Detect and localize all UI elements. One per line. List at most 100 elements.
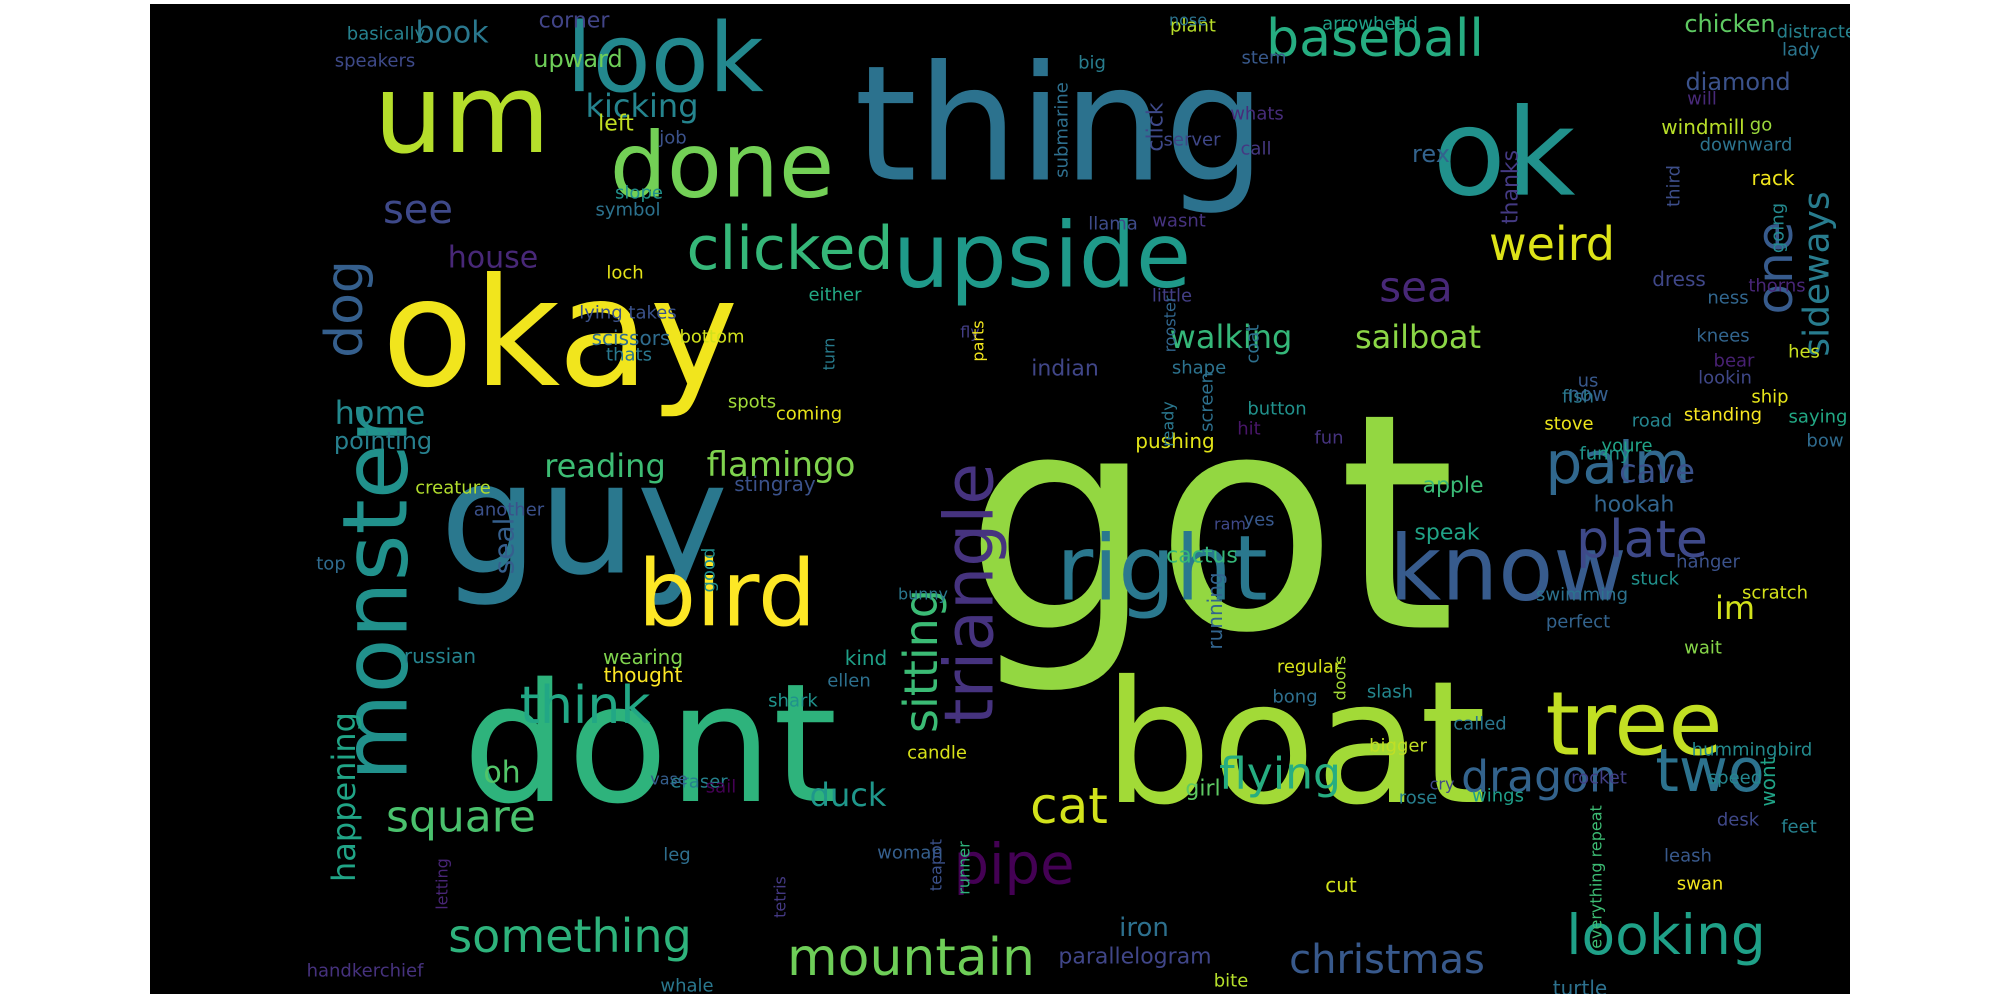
word-pushing: pushing (1135, 429, 1214, 453)
word-upward: upward (533, 45, 622, 73)
word-fly: fly (960, 323, 980, 342)
word-clicked: clicked (687, 214, 894, 284)
word-wearing: wearing (603, 645, 683, 669)
word-dog: dog (315, 260, 375, 358)
word-bear: bear (1714, 351, 1756, 372)
word-kind: kind (845, 646, 888, 670)
word-walking: walking (1170, 318, 1293, 356)
word-ellen: ellen (827, 671, 871, 692)
word-home: home (335, 394, 426, 432)
word-woman: woman (877, 843, 943, 864)
word-bottom: bottom (679, 327, 744, 348)
word-weird: weird (1489, 217, 1615, 271)
word-doors: doors (1331, 656, 1350, 701)
word-cave: cave (1619, 452, 1695, 490)
word-ok: ok (1433, 85, 1576, 224)
word-oh: oh (483, 756, 520, 791)
word-okay: okay (382, 247, 739, 421)
word-handkerchief: handkerchief (307, 961, 425, 982)
word-another: another (474, 500, 545, 521)
word-one: one (1746, 221, 1804, 314)
word-think: think (520, 676, 651, 736)
word-funny: funny (1579, 444, 1631, 465)
word-iron: iron (1119, 913, 1169, 943)
word-shape: shape (1172, 358, 1226, 379)
word-two: two (1655, 736, 1764, 806)
word-apple: apple (1422, 474, 1483, 499)
word-scissors: scissors (592, 326, 671, 350)
word-christmas: christmas (1289, 937, 1485, 983)
word-thought: thought (604, 663, 683, 687)
word-regular: regular (1277, 657, 1342, 678)
word-girl: girl (1185, 777, 1220, 802)
word-hummingbird: hummingbird (1692, 740, 1813, 761)
word-turtle: turtle (1553, 976, 1607, 994)
word-go: go (1750, 115, 1772, 136)
word-standing: standing (1684, 405, 1762, 426)
word-know: know (1389, 517, 1627, 622)
word-tree: tree (1545, 673, 1722, 776)
word-candle: candle (907, 743, 967, 764)
word-happening: happening (325, 712, 363, 882)
word-sitting: sitting (894, 589, 948, 733)
word-seal: seal (488, 518, 521, 575)
word-pointing: pointing (334, 427, 432, 455)
word-coat: coat (1243, 325, 1264, 364)
word-llama: llama (1088, 214, 1138, 235)
word-plate: plate (1576, 510, 1708, 570)
word-plant: plant (1170, 16, 1216, 37)
word-parts: parts (969, 320, 988, 361)
word-distracted: distracted (1777, 22, 1850, 43)
word-hes: hes (1788, 342, 1820, 363)
word-sailboat: sailboat (1355, 318, 1481, 356)
word-button: button (1247, 399, 1306, 420)
word-cry: cry (1430, 775, 1455, 794)
word-perfect: perfect (1546, 612, 1610, 633)
word-tetris: tetris (771, 876, 790, 918)
word-im: im (1715, 589, 1755, 627)
word-upside: upside (893, 204, 1192, 309)
word-um: um (374, 50, 551, 178)
word-whats: whats (1230, 104, 1284, 125)
word-teapot: teapot (927, 839, 946, 891)
word-leg: leg (663, 845, 691, 866)
word-stuck: stuck (1631, 569, 1680, 590)
word-sail: sail (706, 777, 736, 798)
word-bow: bow (1806, 431, 1843, 452)
word-done: done (610, 114, 835, 219)
word-thing: thing (854, 31, 1266, 218)
word-looking: looking (1566, 903, 1765, 967)
word-now: now (1567, 382, 1608, 406)
word-scratch: scratch (1742, 583, 1808, 604)
word-knees: knees (1696, 326, 1749, 347)
word-speakers: speakers (335, 51, 416, 72)
word-nose: nose (1169, 11, 1207, 30)
word-sea: sea (1379, 263, 1452, 312)
word-little: little (1152, 286, 1192, 307)
word-rose: rose (1399, 788, 1437, 809)
word-flamingo: flamingo (707, 445, 856, 485)
word-russian: russian (404, 644, 476, 668)
word-left: left (598, 112, 634, 137)
word-click: click (1144, 102, 1169, 151)
word-shark: shark (768, 691, 818, 712)
word-palm: palm (1546, 429, 1691, 497)
word-lying-takes: lying takes (579, 303, 677, 324)
word-ready: ready (1159, 401, 1178, 447)
word-chicken: chicken (1684, 10, 1775, 38)
word-bigger: bigger (1369, 736, 1427, 757)
word-fun: fun (1314, 428, 1343, 449)
word-job: job (658, 128, 686, 149)
word-cloud-background (150, 4, 1850, 994)
word-submarine: submarine (1052, 82, 1073, 178)
word-wont: wont (1756, 757, 1780, 806)
word-basically: basically (347, 24, 426, 45)
word-will: will (1687, 89, 1717, 110)
word-pipe: pipe (953, 833, 1074, 898)
word-wait: wait (1684, 638, 1722, 659)
word-eraser: eraser (670, 772, 728, 793)
word-wasnt: wasnt (1152, 211, 1206, 232)
word-triangle: triangle (931, 463, 1010, 725)
